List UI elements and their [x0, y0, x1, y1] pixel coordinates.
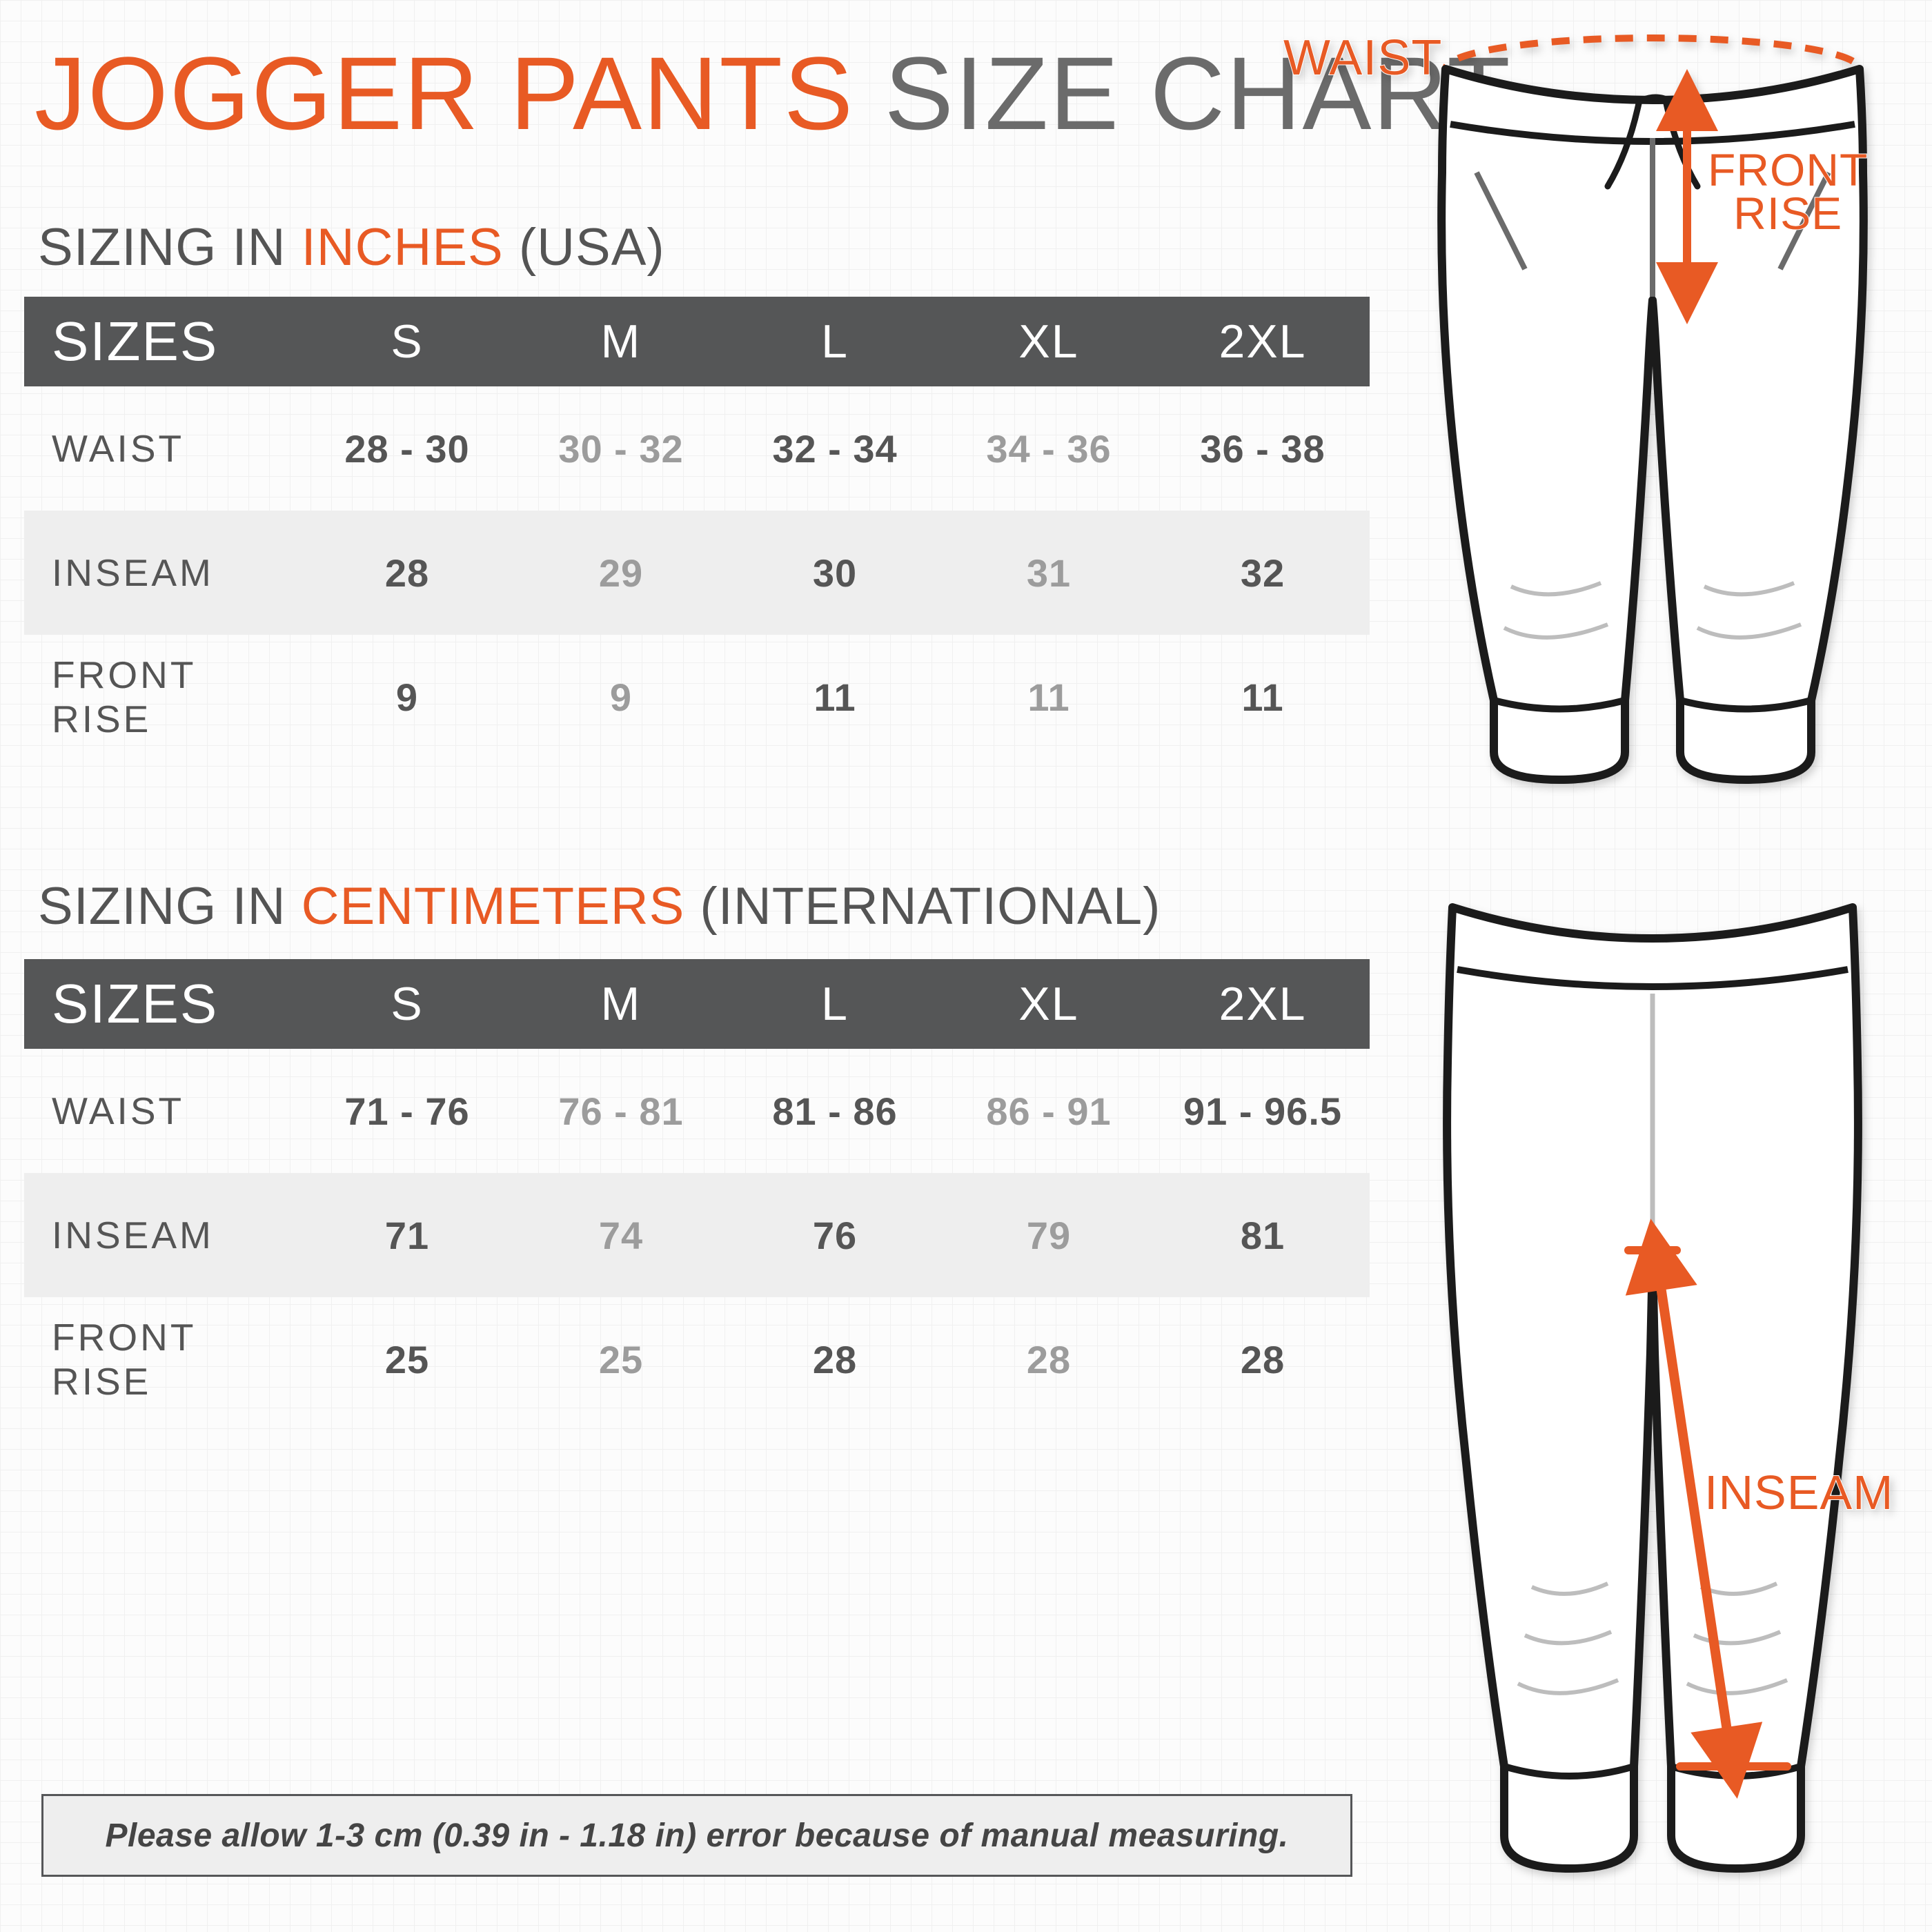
cell: 34 - 36	[942, 386, 1156, 511]
label-front-rise-2: RISE	[1733, 188, 1842, 239]
label-waist: WAIST	[1283, 34, 1442, 81]
cell: 11	[942, 635, 1156, 759]
table-inches: SIZES S M L XL 2XL WAIST 28 - 30 30 - 32…	[24, 297, 1370, 759]
table-row: FRONT RISE 25 25 28 28 28	[24, 1297, 1370, 1421]
cell: 25	[300, 1297, 514, 1421]
cell: 9	[300, 635, 514, 759]
label-inseam: INSEAM	[1704, 1470, 1893, 1516]
cell: 36 - 38	[1156, 386, 1370, 511]
col-m: M	[514, 959, 728, 1049]
cell: 28	[1156, 1297, 1370, 1421]
section-title-inches: SIZING IN INCHES (USA)	[38, 217, 665, 277]
table-header-row: SIZES S M L XL 2XL	[24, 297, 1370, 386]
table-row: INSEAM 71 74 76 79 81	[24, 1173, 1370, 1297]
cell: 25	[514, 1297, 728, 1421]
cell: 32 - 34	[728, 386, 942, 511]
pants-front-figure: WAIST FRONT RISE	[1401, 21, 1904, 821]
row-label: INSEAM	[24, 1173, 300, 1297]
col-sizes: SIZES	[24, 959, 300, 1049]
cell: 11	[1156, 635, 1370, 759]
table-row: FRONT RISE 9 9 11 11 11	[24, 635, 1370, 759]
col-l: L	[728, 959, 942, 1049]
cell: 32	[1156, 511, 1370, 635]
label-front-rise: FRONT RISE	[1708, 148, 1868, 235]
cell: 30 - 32	[514, 386, 728, 511]
cell: 81 - 86	[728, 1049, 942, 1173]
row-label: FRONT RISE	[24, 1297, 300, 1421]
col-2xl: 2XL	[1156, 297, 1370, 386]
cell: 28	[942, 1297, 1156, 1421]
row-label: WAIST	[24, 386, 300, 511]
col-s: S	[300, 297, 514, 386]
table-cm: SIZES S M L XL 2XL WAIST 71 - 76 76 - 81…	[24, 959, 1370, 1421]
cell: 86 - 91	[942, 1049, 1156, 1173]
table-header-row: SIZES S M L XL 2XL	[24, 959, 1370, 1049]
cell: 9	[514, 635, 728, 759]
cell: 74	[514, 1173, 728, 1297]
table-row: WAIST 71 - 76 76 - 81 81 - 86 86 - 91 91…	[24, 1049, 1370, 1173]
cell: 29	[514, 511, 728, 635]
title-accent: JOGGER PANTS	[34, 35, 854, 151]
col-s: S	[300, 959, 514, 1049]
disclaimer-box: Please allow 1-3 cm (0.39 in - 1.18 in) …	[41, 1794, 1352, 1877]
row-label: FRONT RISE	[24, 635, 300, 759]
row-label: WAIST	[24, 1049, 300, 1173]
subtitle-accent: INCHES	[302, 218, 504, 277]
table-row: WAIST 28 - 30 30 - 32 32 - 34 34 - 36 36…	[24, 386, 1370, 511]
col-sizes: SIZES	[24, 297, 300, 386]
cell: 31	[942, 511, 1156, 635]
col-xl: XL	[942, 297, 1156, 386]
col-l: L	[728, 297, 942, 386]
col-2xl: 2XL	[1156, 959, 1370, 1049]
cell: 76 - 81	[514, 1049, 728, 1173]
cell: 28	[300, 511, 514, 635]
table-row: INSEAM 28 29 30 31 32	[24, 511, 1370, 635]
cell: 28	[728, 1297, 942, 1421]
subtitle-pre: SIZING IN	[38, 877, 302, 936]
cell: 11	[728, 635, 942, 759]
pants-back-icon	[1401, 869, 1904, 1904]
cell: 79	[942, 1173, 1156, 1297]
pants-front-icon	[1401, 21, 1904, 821]
subtitle-accent: CENTIMETERS	[302, 877, 685, 936]
section-title-cm: SIZING IN CENTIMETERS (INTERNATIONAL)	[38, 876, 1161, 936]
cell: 81	[1156, 1173, 1370, 1297]
row-label: INSEAM	[24, 511, 300, 635]
cell: 30	[728, 511, 942, 635]
col-xl: XL	[942, 959, 1156, 1049]
disclaimer-text: Please allow 1-3 cm (0.39 in - 1.18 in) …	[106, 1817, 1289, 1855]
cell: 71 - 76	[300, 1049, 514, 1173]
subtitle-post: (INTERNATIONAL)	[684, 877, 1161, 936]
subtitle-post: (USA)	[504, 218, 665, 277]
pants-back-figure: INSEAM	[1401, 869, 1904, 1904]
subtitle-pre: SIZING IN	[38, 218, 302, 277]
cell: 71	[300, 1173, 514, 1297]
cell: 76	[728, 1173, 942, 1297]
cell: 28 - 30	[300, 386, 514, 511]
cell: 91 - 96.5	[1156, 1049, 1370, 1173]
col-m: M	[514, 297, 728, 386]
